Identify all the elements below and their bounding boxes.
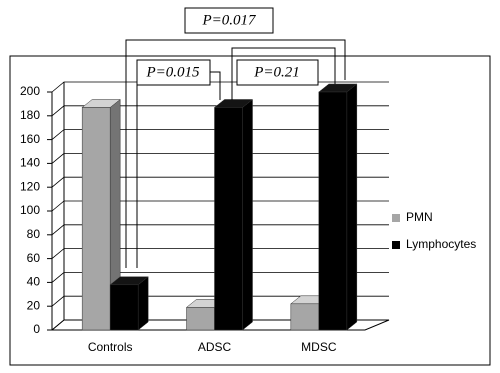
y-tick-label: 200 bbox=[20, 84, 40, 98]
annotation-box bbox=[184, 7, 274, 34]
x-tick-label: ADSC bbox=[198, 340, 232, 354]
legend-swatch bbox=[392, 214, 400, 222]
bar-front bbox=[214, 107, 243, 331]
grid-line bbox=[51, 319, 389, 331]
bar bbox=[109, 276, 149, 331]
y-tick-label: 140 bbox=[20, 156, 40, 170]
bar-front bbox=[318, 91, 348, 331]
bar-front bbox=[109, 284, 139, 331]
bar-side bbox=[137, 276, 149, 331]
bar-side bbox=[346, 83, 358, 331]
y-tick-label: 20 bbox=[27, 298, 41, 312]
legend-label: Lymphocytes bbox=[406, 237, 476, 251]
bar-front bbox=[81, 107, 111, 331]
annotation-box bbox=[136, 59, 211, 86]
grid-line bbox=[51, 129, 389, 140]
y-tick-label: 180 bbox=[20, 108, 40, 122]
y-tick-label: 100 bbox=[20, 203, 40, 217]
grid-line bbox=[51, 248, 389, 259]
annotation: P=0.017 bbox=[201, 12, 257, 28]
bar-front bbox=[290, 303, 320, 331]
grid-line bbox=[51, 271, 389, 283]
grid-line bbox=[51, 295, 389, 307]
y-tick-label: 160 bbox=[20, 132, 40, 146]
y-tick-label: 0 bbox=[33, 322, 40, 336]
annotation: P=0.21 bbox=[253, 64, 300, 80]
grid-line bbox=[51, 152, 389, 164]
bar-side bbox=[242, 98, 253, 331]
grid-line bbox=[51, 224, 389, 236]
y-tick-label: 60 bbox=[27, 251, 41, 265]
grid-line bbox=[51, 200, 389, 212]
bar bbox=[81, 98, 121, 331]
y-tick-label: 120 bbox=[20, 179, 40, 193]
legend-swatch bbox=[392, 241, 400, 249]
annotation-box bbox=[236, 59, 319, 86]
bar bbox=[213, 98, 254, 331]
x-tick-label: MDSC bbox=[301, 340, 337, 354]
y-tick-label: 40 bbox=[27, 275, 41, 289]
y-tick-label: 80 bbox=[27, 227, 41, 241]
annotation: P=0.015 bbox=[145, 64, 200, 80]
legend-label: PMN bbox=[406, 210, 433, 224]
grid-line bbox=[51, 176, 389, 188]
grid-line bbox=[51, 105, 389, 117]
bar-front bbox=[186, 307, 215, 331]
x-tick-label: Controls bbox=[88, 340, 133, 354]
bar bbox=[318, 83, 358, 331]
